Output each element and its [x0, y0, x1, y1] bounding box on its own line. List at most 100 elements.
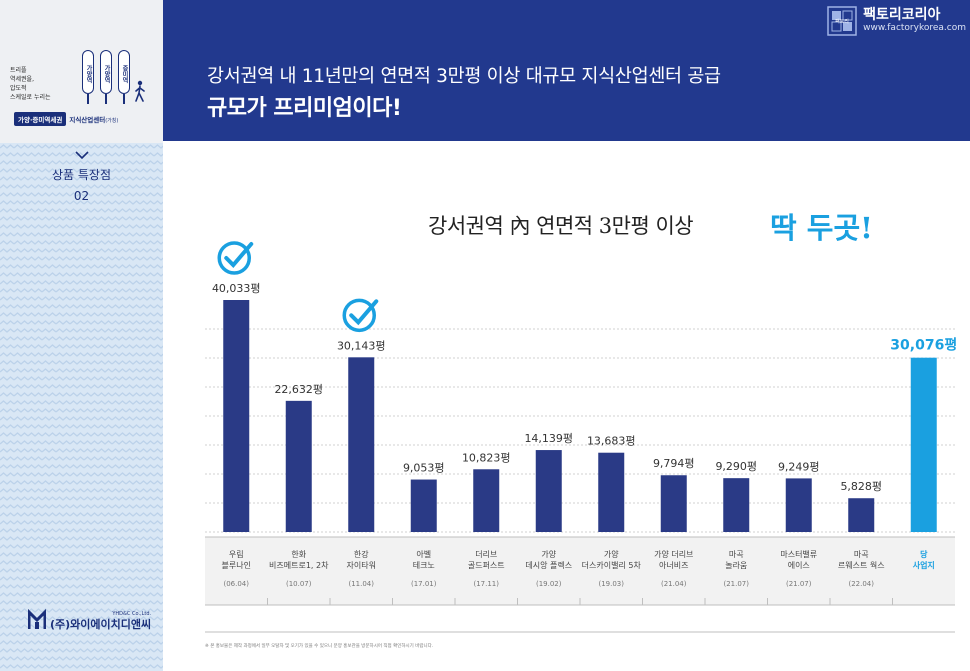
category-label: 마곡 — [729, 550, 744, 559]
bar-value-label: 13,683평 — [587, 435, 636, 448]
pill-project-label: 지식산업센터 — [69, 115, 106, 124]
bar-value-label: 5,828평 — [840, 480, 882, 493]
factorykorea-logo-icon: 팩토리 — [827, 6, 857, 36]
category-date: (06.04) — [223, 580, 249, 588]
bar-value-label: 9,053평 — [403, 462, 445, 475]
pill-project-suffix: (가칭) — [105, 117, 119, 124]
category-date: (21.07) — [723, 580, 749, 588]
sign-pole — [123, 94, 125, 104]
category-label: 마곡 — [854, 550, 869, 559]
walking-person-icon — [135, 80, 145, 102]
check-circle-icon — [342, 298, 376, 333]
category-label: 사업지 — [913, 560, 935, 570]
station-sign: 가양역 — [100, 50, 112, 94]
header-line2: 규모가 프리미엄이다! — [207, 96, 402, 121]
category-label: 당 — [920, 549, 928, 559]
bar — [410, 479, 437, 532]
category-band — [205, 537, 955, 605]
category-date: (11.04) — [348, 580, 374, 588]
category-label: 한강 — [354, 549, 369, 559]
category-label: 블루나인 — [222, 560, 251, 570]
bar-value-label: 9,249평 — [778, 460, 820, 473]
check-mark-icon — [224, 242, 254, 268]
company-english: YHD&C Co.,Ltd. — [112, 611, 152, 617]
company-text: YHD&C Co.,Ltd. (주)와이에이치디앤씨 — [50, 611, 151, 630]
category-date: (10.07) — [286, 580, 312, 588]
category-date: (21.07) — [786, 580, 812, 588]
chart-highlight: 딱 두곳! — [770, 211, 873, 245]
station-sign: 가양역 — [82, 50, 94, 94]
category-label: 자이타워 — [347, 560, 376, 570]
station-sign: 증미역 — [118, 50, 130, 94]
bar — [285, 400, 312, 532]
category-label: 비즈메트로1, 2차 — [269, 561, 329, 570]
check-mark-icon — [349, 299, 379, 326]
sign-pole — [87, 94, 89, 104]
category-label: 마스터밸류 — [780, 549, 817, 559]
sidebar: 트리플 역세권을, 압도적 스케일로 누리는 가양역 가양역 증미역 가양·증미… — [0, 0, 163, 671]
brand-url: www.factorykorea.com — [863, 23, 966, 33]
bar-value-label: 30,076평 — [890, 337, 957, 354]
bar — [848, 498, 875, 532]
company-mark-icon — [28, 608, 46, 629]
category-label: 한화 — [291, 550, 306, 559]
bar — [910, 357, 937, 532]
category-date: (21.04) — [661, 580, 687, 588]
category-label: 에이스 — [788, 560, 810, 570]
pill-station: 가양·증미역세권 — [14, 111, 67, 126]
bar-value-label: 10,823평 — [462, 451, 511, 464]
section-title: 상품 특장점 — [51, 168, 111, 182]
project-pill: 가양·증미역세권 지식산업센터(가칭) — [14, 111, 121, 126]
bar-value-label: 9,290평 — [715, 460, 757, 473]
station-signs: 가양역 가양역 증미역 — [82, 50, 148, 104]
category-label: 가양 — [604, 550, 619, 559]
category-label: 골드퍼스트 — [468, 561, 505, 570]
bar — [223, 300, 250, 532]
chart-subtitle: 강서권역 內 연면적 3만평 이상 — [428, 214, 694, 238]
category-label: 테크노 — [413, 561, 435, 570]
bar — [598, 452, 625, 532]
bar-value-label: 14,139평 — [524, 432, 573, 445]
bar-value-label: 30,143평 — [337, 339, 386, 352]
category-label: 르웨스트 웍스 — [838, 560, 885, 570]
sidebar-copy-line: 트리플 — [10, 67, 27, 74]
category-label: 더스카이밸리 5차 — [582, 560, 642, 570]
category-label: 데시앙 플렉스 — [525, 560, 572, 570]
brand-name: 팩토리코리아 — [863, 7, 941, 23]
category-label: 더리브 — [475, 550, 497, 559]
brand-text: 팩토리코리아 www.factorykorea.com — [863, 8, 966, 34]
company-logo: YHD&C Co.,Ltd. (주)와이에이치디앤씨 — [28, 608, 151, 630]
footnote: ※ 본 홍보물은 제작 과정에서 일부 오탈자 및 오기가 있을 수 있으니 분… — [205, 644, 434, 649]
bar-value-label: 22,632평 — [274, 383, 323, 396]
category-date: (19.02) — [536, 580, 562, 588]
sidebar-copy-line: 압도적 — [10, 85, 27, 92]
category-label: 아벨 — [416, 549, 431, 559]
bar — [473, 469, 500, 532]
category-label: 놀라움 — [725, 561, 747, 570]
category-label: 가양 더리브 — [654, 550, 693, 559]
bar — [535, 450, 562, 532]
category-label: 아너비즈 — [659, 560, 688, 570]
sidebar-copy: 트리플 역세권을, 압도적 스케일로 누리는 — [10, 66, 70, 102]
header-line1: 강서권역 내 11년만의 연면적 3만평 이상 대규모 지식산업센터 공급 — [207, 66, 721, 87]
bar-value-label: 40,033평 — [212, 282, 261, 295]
bar — [785, 478, 812, 532]
pill-project: 지식산업센터(가칭) — [66, 112, 121, 126]
wave-pattern — [0, 143, 163, 671]
sidebar-copy-line: 스케일로 누리는 — [10, 94, 51, 101]
category-date: (17.01) — [411, 580, 437, 588]
bar — [348, 357, 375, 532]
company-name: (주)와이에이치디앤씨 — [50, 618, 152, 631]
category-date: (17.11) — [473, 580, 499, 588]
logo-text: 팩토리 — [835, 18, 849, 25]
chevron-down-icon — [74, 151, 89, 160]
check-circle-icon — [217, 241, 251, 275]
sidebar-copy-line: 역세권을, — [10, 76, 34, 83]
category-date: (19.03) — [598, 580, 624, 588]
header-banner: 강서권역 내 11년만의 연면적 3만평 이상 대규모 지식산업센터 공급 규모… — [163, 0, 970, 141]
bar — [660, 475, 687, 532]
bar-value-label: 9,794평 — [653, 457, 695, 470]
category-label: 우림 — [229, 549, 244, 559]
section-number: 02 — [73, 189, 90, 203]
